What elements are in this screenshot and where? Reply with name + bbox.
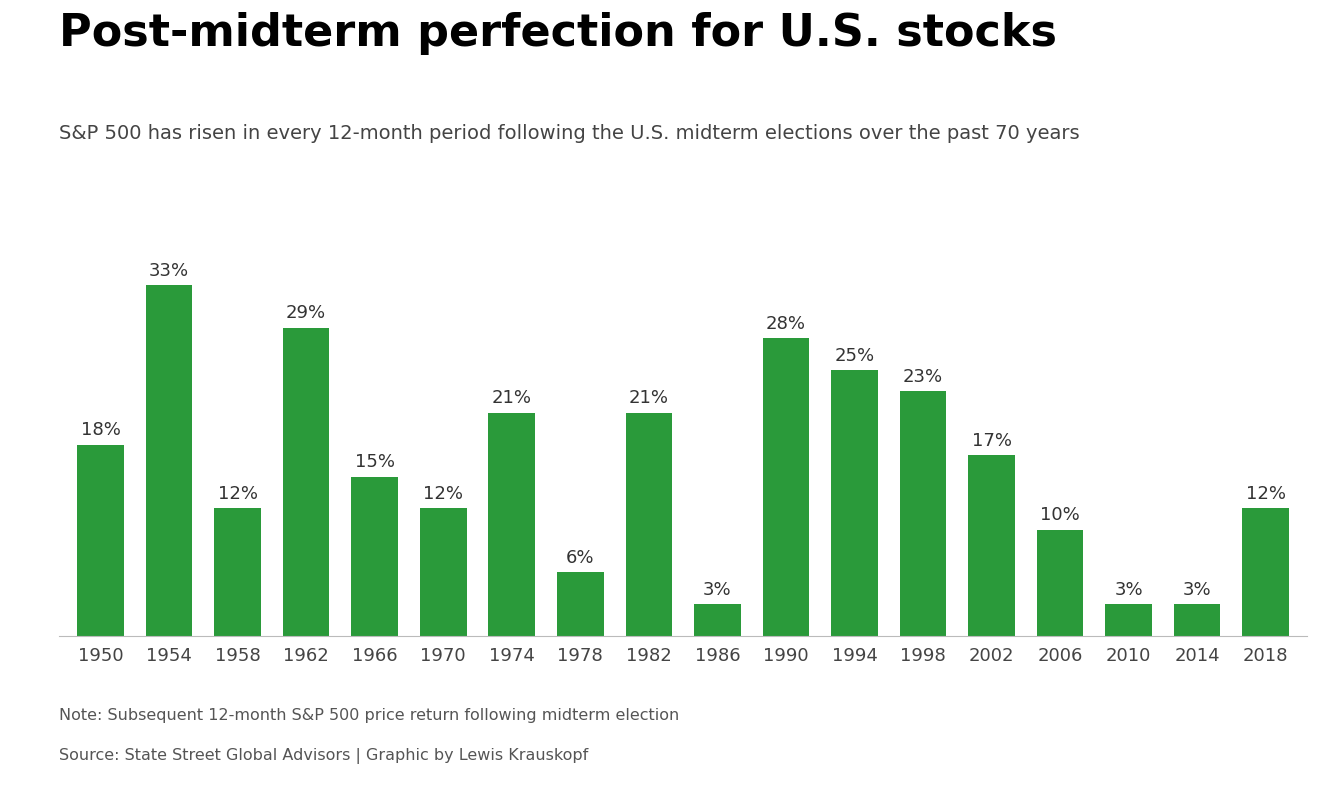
Bar [763, 338, 809, 636]
Text: 3%: 3% [704, 581, 731, 598]
Bar [282, 328, 330, 636]
Bar [900, 391, 946, 636]
Bar [77, 445, 124, 636]
Text: 3%: 3% [1183, 581, 1212, 598]
Bar [557, 572, 603, 636]
Text: 3%: 3% [1114, 581, 1143, 598]
Bar [1105, 604, 1152, 636]
Bar [145, 285, 193, 636]
Text: 29%: 29% [286, 304, 326, 322]
Bar [1036, 530, 1084, 636]
Bar [420, 509, 466, 636]
Text: 33%: 33% [149, 262, 189, 280]
Bar [1173, 604, 1221, 636]
Text: 12%: 12% [424, 485, 463, 503]
Text: Source: State Street Global Advisors | Graphic by Lewis Krauskopf: Source: State Street Global Advisors | G… [59, 748, 589, 764]
Text: 12%: 12% [218, 485, 257, 503]
Text: 10%: 10% [1040, 506, 1080, 524]
Bar [694, 604, 741, 636]
Text: 25%: 25% [834, 347, 875, 365]
Bar [832, 370, 878, 636]
Text: 28%: 28% [766, 315, 807, 333]
Text: 17%: 17% [972, 432, 1011, 450]
Bar [351, 477, 397, 636]
Text: 23%: 23% [903, 368, 942, 386]
Bar [626, 413, 672, 636]
Bar [214, 509, 261, 636]
Text: 21%: 21% [628, 390, 669, 407]
Text: 15%: 15% [355, 454, 395, 471]
Bar [968, 455, 1015, 636]
Text: 18%: 18% [81, 422, 120, 439]
Text: 21%: 21% [492, 390, 532, 407]
Bar [488, 413, 535, 636]
Text: Post-midterm perfection for U.S. stocks: Post-midterm perfection for U.S. stocks [59, 12, 1057, 55]
Text: S&P 500 has risen in every 12-month period following the U.S. midterm elections : S&P 500 has risen in every 12-month peri… [59, 124, 1080, 143]
Text: Note: Subsequent 12-month S&P 500 price return following midterm election: Note: Subsequent 12-month S&P 500 price … [59, 708, 680, 723]
Text: 12%: 12% [1246, 485, 1286, 503]
Text: 6%: 6% [566, 549, 594, 567]
Bar [1242, 509, 1288, 636]
